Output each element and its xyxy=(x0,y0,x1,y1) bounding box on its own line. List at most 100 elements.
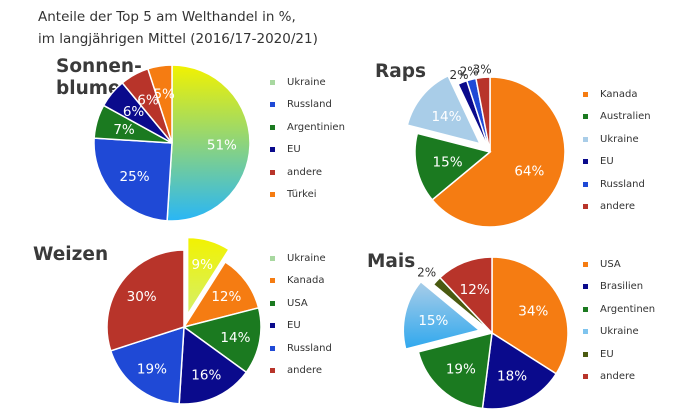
legend-rapeseed-item-kanada: Kanada xyxy=(583,83,651,106)
legend-swatch xyxy=(270,192,275,198)
pie-rapeseed-slice-kanada xyxy=(431,76,566,228)
legend-swatch xyxy=(270,278,275,284)
pie-sunflower-oil-slice-tuerkei xyxy=(146,64,173,144)
legend-wheat: Ukraine Kanada USA EU Russland andere xyxy=(270,247,332,382)
legend-label: EU xyxy=(287,320,301,332)
legend-label: EU xyxy=(600,348,614,360)
legend-swatch xyxy=(583,91,588,97)
legend-maize-item-brasilien: Brasilien xyxy=(583,276,655,299)
legend-swatch xyxy=(583,374,588,380)
legend-label: andere xyxy=(600,201,636,213)
legend-maize-item-eu: EU xyxy=(583,343,655,366)
pie-sunflower-oil-label-russland: 25% xyxy=(120,169,150,185)
pie-wheat-label-andere: 30% xyxy=(127,289,157,305)
legend-swatch xyxy=(270,368,275,374)
pie-sunflower-oil-label-tuerkei: 5% xyxy=(153,87,175,103)
legend-label: andere xyxy=(287,365,323,377)
pie-title-rapeseed: Raps xyxy=(375,61,426,82)
pie-wheat-slice-andere xyxy=(106,249,185,352)
legend-rapeseed-item-ukraine: Ukraine xyxy=(583,128,651,151)
pie-rapeseed-label-andere: 3% xyxy=(473,62,492,76)
legend-maize: USA Brasilien Argentinen Ukraine EU andere xyxy=(583,253,655,388)
pie-title-sunflower-line1: Sonnen- xyxy=(56,56,142,77)
pie-maize-slice-andere xyxy=(438,256,493,335)
legend-swatch xyxy=(583,329,588,335)
pie-wheat-slice-eu xyxy=(178,325,248,405)
legend-label: Argentinen xyxy=(600,303,656,315)
pie-sunflower-oil-label-andere: 6% xyxy=(137,92,159,108)
pie-maize-label-brasilien: 18% xyxy=(497,369,527,385)
pie-sunflower-oil: 51%25%7%6%6%5% xyxy=(93,64,251,222)
legend-swatch xyxy=(270,124,275,130)
legend-sunflower-oil: Ukraine Russland Argentinien EU andere Türkei xyxy=(270,71,345,206)
legend-wheat-item-russland: Russland xyxy=(270,337,332,360)
legend-rapeseed-item-australien: Australien xyxy=(583,106,651,129)
pie-wheat-label-eu: 16% xyxy=(191,367,221,383)
legend-swatch xyxy=(583,284,588,290)
pie-wheat-slice-usa xyxy=(182,306,262,374)
legend-label: USA xyxy=(600,258,621,270)
pie-maize-label-usa: 34% xyxy=(518,303,548,319)
pie-rapeseed-slice-andere xyxy=(475,76,491,153)
legend-wheat-item-kanada: Kanada xyxy=(270,270,332,293)
pie-title-wheat: Weizen xyxy=(33,244,109,265)
pie-rapeseed-label-eu: 2% xyxy=(450,68,469,82)
legend-label: Australien xyxy=(600,111,651,123)
pie-maize: 34% 18% 19% 15% 2% 12% xyxy=(402,256,569,410)
legend-swatch xyxy=(270,345,275,351)
chart-title-line1: Anteile der Top 5 am Welthandel in %, xyxy=(38,9,296,25)
legend-wheat-item-usa: USA xyxy=(270,292,332,315)
legend-rapeseed-item-eu: EU xyxy=(583,151,651,174)
legend-label: Ukraine xyxy=(600,326,639,338)
legend-label: Russland xyxy=(600,178,645,190)
pie-rapeseed-label-australien: 15% xyxy=(433,154,463,170)
legend-label: EU xyxy=(600,156,614,168)
legend-sunflower-oil-item-eu: EU xyxy=(270,139,345,162)
pie-maize-label-ukraine: 15% xyxy=(418,313,448,329)
pie-sunflower-oil-label-eu: 6% xyxy=(123,104,145,120)
legend-sunflower-oil-item-tuerkei: Türkei xyxy=(270,184,345,207)
legend-rapeseed: Kanada Australien Ukraine EU Russland andere xyxy=(583,83,651,218)
legend-label: Argentinien xyxy=(287,121,345,133)
legend-swatch xyxy=(583,204,588,210)
legend-label: Ukraine xyxy=(287,76,326,88)
pie-maize-label-argentinen: 19% xyxy=(446,361,476,377)
legend-label: Kanada xyxy=(600,88,638,100)
legend-rapeseed-item-russland: Russland xyxy=(583,173,651,196)
pie-maize-slice-argentinen xyxy=(417,331,493,410)
pie-sunflower-oil-label-argentinien: 7% xyxy=(113,122,135,138)
legend-swatch xyxy=(270,323,275,329)
pie-wheat-label-russland: 19% xyxy=(137,361,167,377)
legend-label: Russland xyxy=(287,342,332,354)
legend-swatch xyxy=(270,147,275,153)
legend-label: USA xyxy=(287,297,308,309)
legend-label: EU xyxy=(287,144,301,156)
legend-swatch xyxy=(583,261,588,267)
legend-wheat-item-eu: EU xyxy=(270,315,332,338)
legend-swatch xyxy=(583,306,588,312)
pie-wheat-label-kanada: 12% xyxy=(211,289,241,305)
pie-rapeseed-label-russland: 2% xyxy=(460,65,479,79)
legend-wheat-item-andere: andere xyxy=(270,360,332,383)
pie-rapeseed-slice-ukraine xyxy=(406,74,482,145)
legend-swatch xyxy=(583,181,588,187)
pie-wheat: 9% 12% 14% 16% 19% 30% xyxy=(106,236,262,405)
legend-label: andere xyxy=(287,166,323,178)
legend-swatch xyxy=(583,136,588,142)
pie-rapeseed: 64%15%14%2%2%3% xyxy=(406,62,566,228)
legend-swatch xyxy=(270,255,275,261)
pie-title-maize: Mais xyxy=(367,251,416,272)
legend-sunflower-oil-item-argentinien: Argentinien xyxy=(270,116,345,139)
pie-wheat-slice-russland xyxy=(109,325,185,405)
legend-swatch xyxy=(270,300,275,306)
chart-title: Anteile der Top 5 am Welthandel in %, im… xyxy=(38,6,318,50)
pie-maize-slice-ukraine xyxy=(402,280,481,350)
legend-swatch xyxy=(583,351,588,357)
legend-rapeseed-item-andere: andere xyxy=(583,196,651,219)
pie-maize-label-andere: 12% xyxy=(460,282,490,298)
legend-maize-item-ukraine: Ukraine xyxy=(583,321,655,344)
pie-rapeseed-slice-australien xyxy=(414,132,492,201)
legend-wheat-item-ukraine: Ukraine xyxy=(270,247,332,270)
pie-rapeseed-label-kanada: 64% xyxy=(514,164,544,180)
